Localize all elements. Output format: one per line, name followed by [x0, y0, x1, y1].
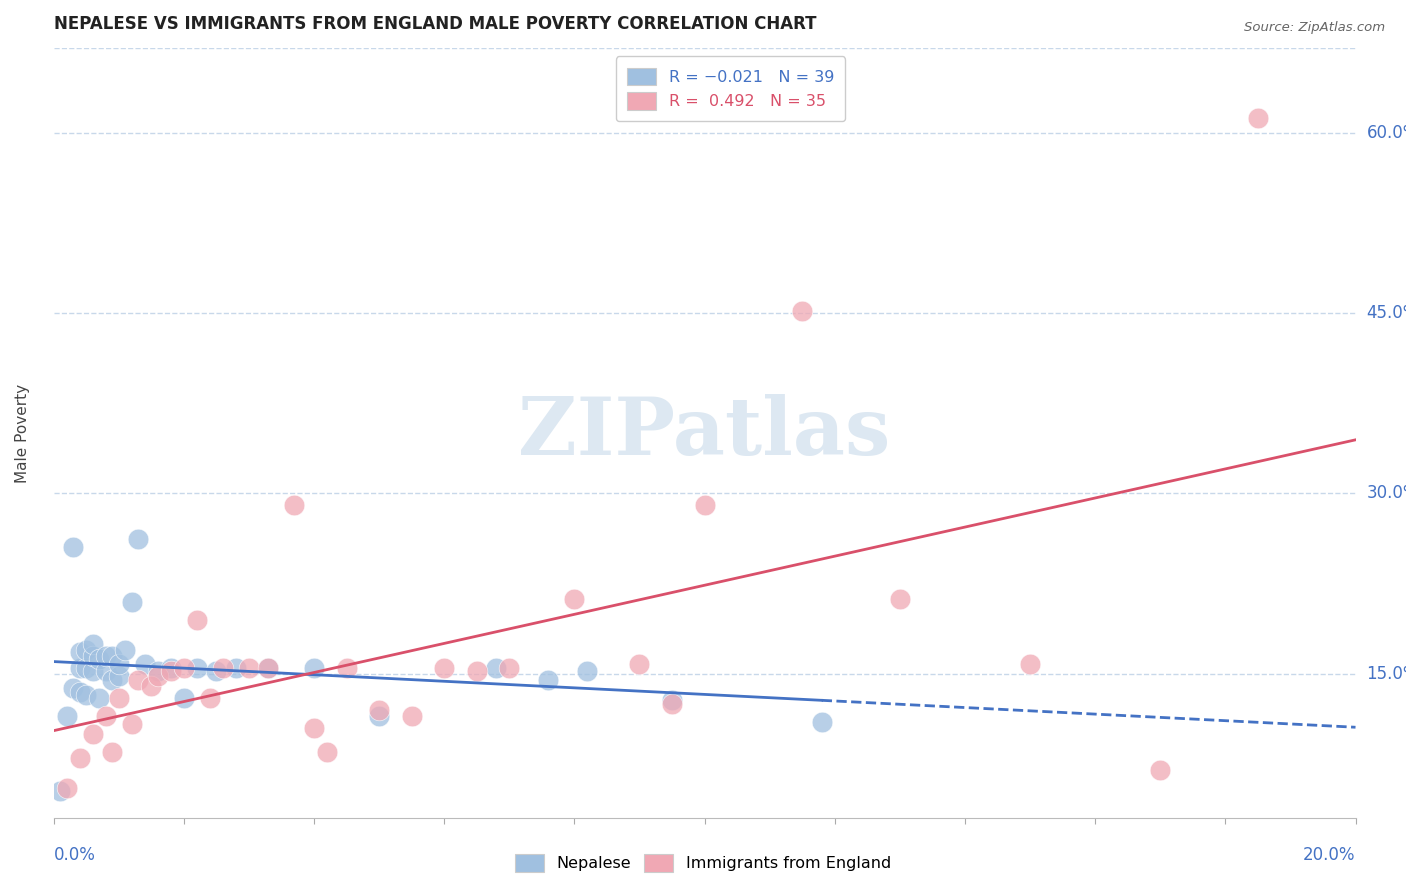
Point [55, 780, 77, 795]
Point [159, 665, 181, 679]
Point [465, 665, 488, 679]
Y-axis label: Male Poverty: Male Poverty [15, 384, 30, 483]
Point [401, 708, 423, 723]
Text: 30.0%: 30.0% [1367, 484, 1406, 502]
Point [302, 721, 325, 735]
Point [433, 660, 456, 674]
Point [82, 637, 104, 651]
Point [225, 660, 247, 674]
Point [792, 303, 814, 318]
Point [257, 660, 280, 674]
Point [69, 645, 91, 659]
Point [69, 751, 91, 765]
Point [485, 660, 508, 674]
Point [82, 727, 104, 741]
Point [173, 660, 195, 674]
Text: 45.0%: 45.0% [1367, 304, 1406, 322]
Point [368, 708, 391, 723]
Point [75, 660, 97, 674]
Legend: R = −0.021   N = 39, R =  0.492   N = 35: R = −0.021 N = 39, R = 0.492 N = 35 [616, 56, 845, 120]
Point [257, 660, 280, 674]
Point [1247, 111, 1270, 125]
Point [205, 665, 228, 679]
Point [302, 660, 325, 674]
Point [368, 703, 391, 717]
Text: NEPALESE VS IMMIGRANTS FROM ENGLAND MALE POVERTY CORRELATION CHART: NEPALESE VS IMMIGRANTS FROM ENGLAND MALE… [53, 15, 815, 33]
Point [55, 708, 77, 723]
Point [69, 684, 91, 698]
Point [186, 660, 208, 674]
Point [889, 592, 911, 607]
Point [198, 690, 221, 705]
Point [121, 594, 143, 608]
Point [75, 642, 97, 657]
Point [576, 665, 599, 679]
Point [121, 717, 143, 731]
Point [82, 665, 104, 679]
Point [89, 690, 111, 705]
Point [661, 693, 683, 707]
Text: 15.0%: 15.0% [1367, 665, 1406, 682]
Text: Source: ZipAtlas.com: Source: ZipAtlas.com [1244, 21, 1385, 34]
Point [186, 613, 208, 627]
Point [283, 499, 305, 513]
Point [69, 660, 91, 674]
Point [146, 665, 169, 679]
Legend: Nepalese, Immigrants from England: Nepalese, Immigrants from England [508, 847, 898, 880]
Point [101, 673, 124, 687]
Text: 0.0%: 0.0% [53, 847, 96, 864]
Point [498, 660, 520, 674]
Point [537, 673, 560, 687]
Point [94, 648, 117, 663]
Point [94, 665, 117, 679]
Point [89, 652, 111, 666]
Point [75, 688, 97, 702]
Text: 60.0%: 60.0% [1367, 124, 1406, 142]
Point [62, 681, 84, 695]
Point [49, 784, 72, 798]
Point [1149, 763, 1171, 777]
Point [127, 532, 149, 546]
Point [107, 657, 129, 671]
Point [810, 714, 832, 729]
Point [101, 648, 124, 663]
Point [94, 708, 117, 723]
Point [82, 648, 104, 663]
Point [335, 660, 357, 674]
Point [107, 690, 129, 705]
Point [134, 657, 156, 671]
Point [316, 745, 339, 759]
Point [212, 660, 235, 674]
Point [238, 660, 260, 674]
Point [628, 657, 651, 671]
Point [1019, 657, 1042, 671]
Point [693, 499, 716, 513]
Point [114, 642, 136, 657]
Point [62, 541, 84, 555]
Point [141, 679, 163, 693]
Point [173, 690, 195, 705]
Point [159, 660, 181, 674]
Text: 20.0%: 20.0% [1303, 847, 1355, 864]
Point [127, 673, 149, 687]
Point [661, 697, 683, 711]
Point [564, 592, 586, 607]
Point [101, 745, 124, 759]
Point [146, 669, 169, 683]
Text: ZIPatlas: ZIPatlas [519, 394, 890, 472]
Point [107, 669, 129, 683]
